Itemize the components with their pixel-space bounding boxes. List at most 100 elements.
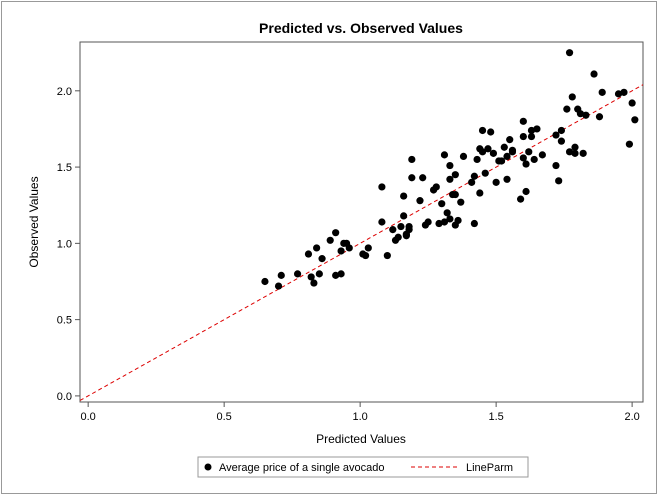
data-point [519,117,527,125]
data-point [598,88,606,96]
data-point [503,152,511,161]
data-point [326,236,334,244]
data-point [443,209,451,217]
x-tick-label: 2.0 [624,411,639,423]
data-point [470,219,478,228]
data-point [400,192,408,200]
data-point [489,149,498,157]
data-point [571,143,579,151]
y-axis: 0.0 0.5 1.0 1.5 2.0 [57,86,80,403]
data-point [497,157,506,165]
data-point [435,219,443,228]
data-point [364,244,372,252]
data-point [557,126,566,135]
data-point [522,187,530,196]
data-point [446,175,454,183]
data-point [318,255,326,263]
data-point [394,233,402,241]
data-point [631,116,639,124]
data-point [383,251,391,260]
data-point [576,110,585,118]
chart-title: Predicted vs. Observed Values [259,20,463,36]
x-axis-label: Predicted Values [316,432,406,446]
data-point [446,161,454,170]
data-point [487,128,495,136]
data-point [500,143,508,151]
data-point [307,273,315,281]
legend-label-line: LineParm [466,462,513,474]
data-point [408,174,416,182]
data-point [332,271,340,279]
data-point [519,132,527,141]
data-point [438,200,446,208]
data-point [459,152,468,161]
data-point [468,178,476,186]
data-point [473,155,481,164]
data-point [419,174,427,182]
data-point [538,151,546,159]
data-point [506,136,514,144]
data-point [478,126,487,135]
data-point [565,49,574,57]
data-point [481,169,489,177]
data-point [552,161,560,170]
data-point [503,175,511,183]
data-point [432,183,440,191]
data-point [397,222,405,231]
y-tick-label: 0.0 [57,391,72,403]
data-point [530,155,538,164]
data-point [563,105,571,113]
data-point [620,88,628,96]
y-tick-label: 0.5 [57,315,72,327]
data-point [492,178,500,186]
data-point [416,197,424,205]
data-point [625,140,634,148]
data-point [533,125,541,133]
data-point [378,218,386,226]
data-point [408,155,416,164]
x-axis: 0.0 0.5 1.0 1.5 2.0 [81,402,640,423]
y-axis-label: Observed Values [27,176,41,267]
y-tick-label: 1.0 [57,238,72,250]
data-point [274,282,283,290]
data-point [451,171,459,179]
data-point [590,70,598,78]
data-point [476,189,484,197]
y-tick-label: 2.0 [57,86,72,98]
x-tick-label: 1.0 [352,411,367,423]
points-layer [261,49,639,290]
data-point [454,216,462,225]
data-point [378,183,386,191]
data-point [614,90,623,98]
data-point [313,244,321,252]
data-point [440,218,449,226]
data-point [519,154,527,162]
data-point [484,145,492,153]
data-point [527,126,536,135]
legend: Average price of a single avocado LinePa… [197,456,529,478]
data-point [552,131,560,139]
data-point [478,148,487,156]
data-point [446,215,454,223]
legend-marker-scatter [204,463,212,471]
data-point [304,250,313,258]
legend-label-scatter: Average price of a single avocado [219,462,385,474]
data-point [571,149,579,157]
data-point [405,222,413,231]
data-point [337,270,345,278]
data-point [517,195,525,203]
x-tick-label: 0.0 [81,411,96,423]
data-point [582,111,590,119]
data-point [525,148,533,156]
data-point [565,148,574,156]
data-point [457,198,465,206]
data-point [440,151,449,159]
plot-area [79,41,644,403]
data-point [389,226,397,234]
data-point [345,244,353,252]
fit-line-layer [79,84,644,401]
data-point [451,190,459,199]
data-point [310,279,318,287]
data-point [424,218,432,226]
data-point [579,149,587,157]
